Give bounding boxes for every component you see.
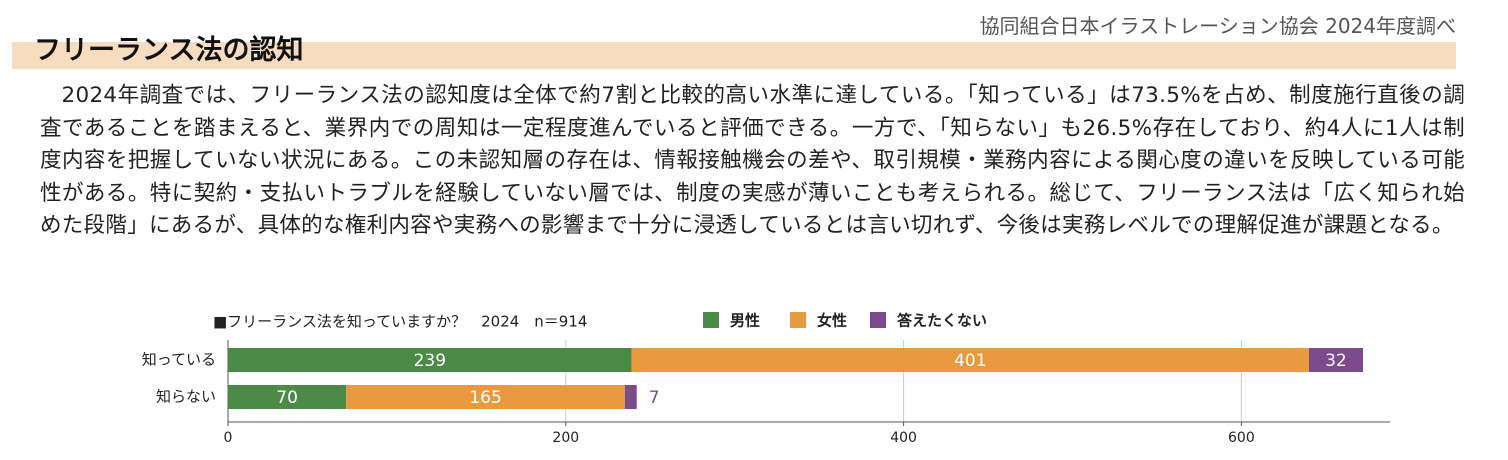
data-label: 70 (276, 388, 298, 408)
data-label: 32 (1325, 351, 1347, 371)
data-label: 239 (414, 351, 446, 371)
y-tick-label: 知っている (142, 351, 216, 369)
data-label: 401 (954, 351, 986, 371)
bar-segment (228, 348, 632, 372)
legend-label: 女性 (817, 312, 847, 330)
bar-segment (624, 385, 637, 409)
bar-segment (1308, 348, 1363, 372)
title-band (12, 42, 1456, 69)
source: 協同組合日本イラストレーション協会 2024年度調べ (979, 14, 1456, 38)
legend-swatch (790, 312, 806, 328)
bar-segment (631, 348, 1309, 372)
data-label: 7 (649, 388, 660, 408)
x-tick-label: 400 (890, 430, 917, 446)
legend-swatch (870, 312, 886, 328)
chart-title: ■フリーランス法を知っていますか？ 2024 n＝914 (213, 313, 587, 331)
bar-segment (346, 385, 625, 409)
x-tick-label: 200 (552, 430, 579, 446)
legend-label: 男性 (730, 312, 760, 330)
bar-segment (228, 385, 347, 409)
legend-swatch (703, 312, 719, 328)
data-label: 165 (469, 388, 501, 408)
page-title: フリーランス法の認知 (34, 35, 304, 66)
y-tick-label: 知らない (156, 388, 216, 406)
x-tick-label: 0 (224, 430, 233, 446)
paragraph: 2024年調査では、フリーランス法の認知度は全体で約7割と比較的高い水準に達して… (40, 83, 1465, 238)
x-tick-label: 600 (1228, 430, 1255, 446)
legend-label: 答えたくない (897, 312, 987, 330)
